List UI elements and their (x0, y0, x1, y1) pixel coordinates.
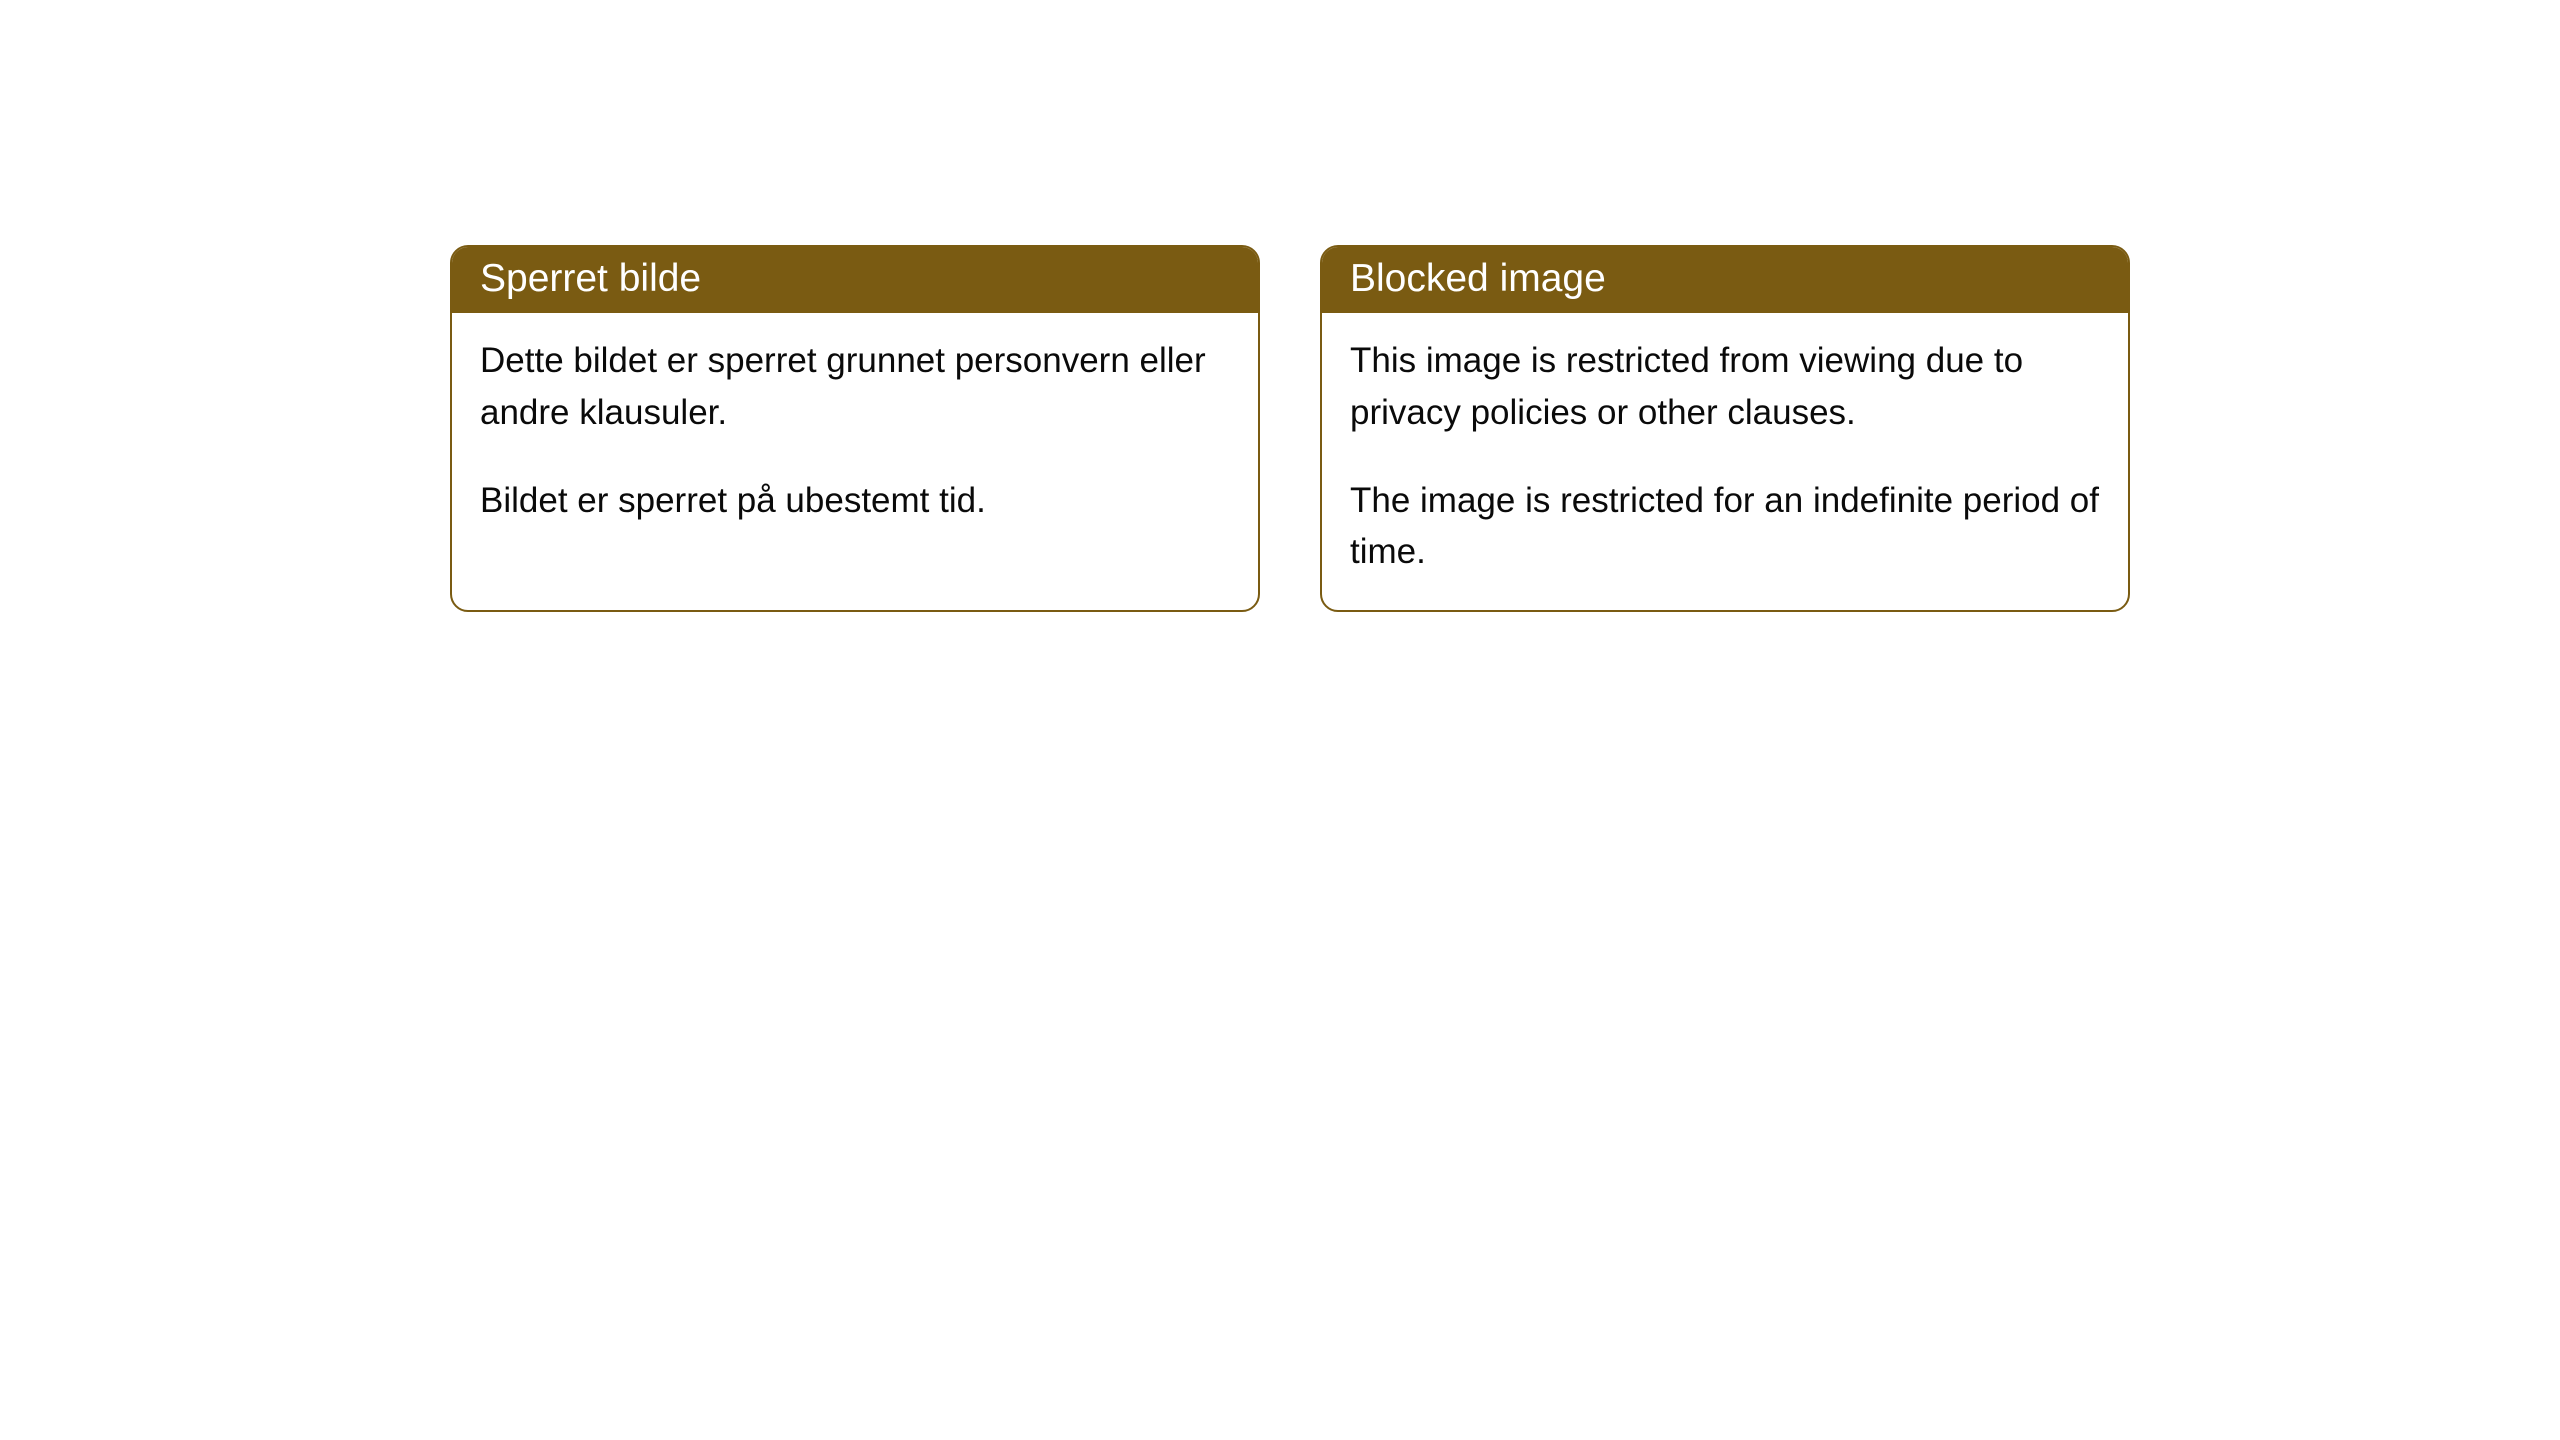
card-paragraph: This image is restricted from viewing du… (1350, 335, 2100, 439)
card-paragraph: Bildet er sperret på ubestemt tid. (480, 475, 1230, 527)
card-title: Blocked image (1350, 257, 1606, 300)
card-paragraph: The image is restricted for an indefinit… (1350, 475, 2100, 579)
card-header: Sperret bilde (452, 247, 1258, 313)
card-body: Dette bildet er sperret grunnet personve… (452, 313, 1258, 558)
card-body: This image is restricted from viewing du… (1322, 313, 2128, 610)
card-paragraph: Dette bildet er sperret grunnet personve… (480, 335, 1230, 439)
card-title: Sperret bilde (480, 257, 701, 300)
cards-container: Sperret bilde Dette bildet er sperret gr… (0, 0, 2560, 612)
notice-card-english: Blocked image This image is restricted f… (1320, 245, 2130, 612)
card-header: Blocked image (1322, 247, 2128, 313)
notice-card-norwegian: Sperret bilde Dette bildet er sperret gr… (450, 245, 1260, 612)
